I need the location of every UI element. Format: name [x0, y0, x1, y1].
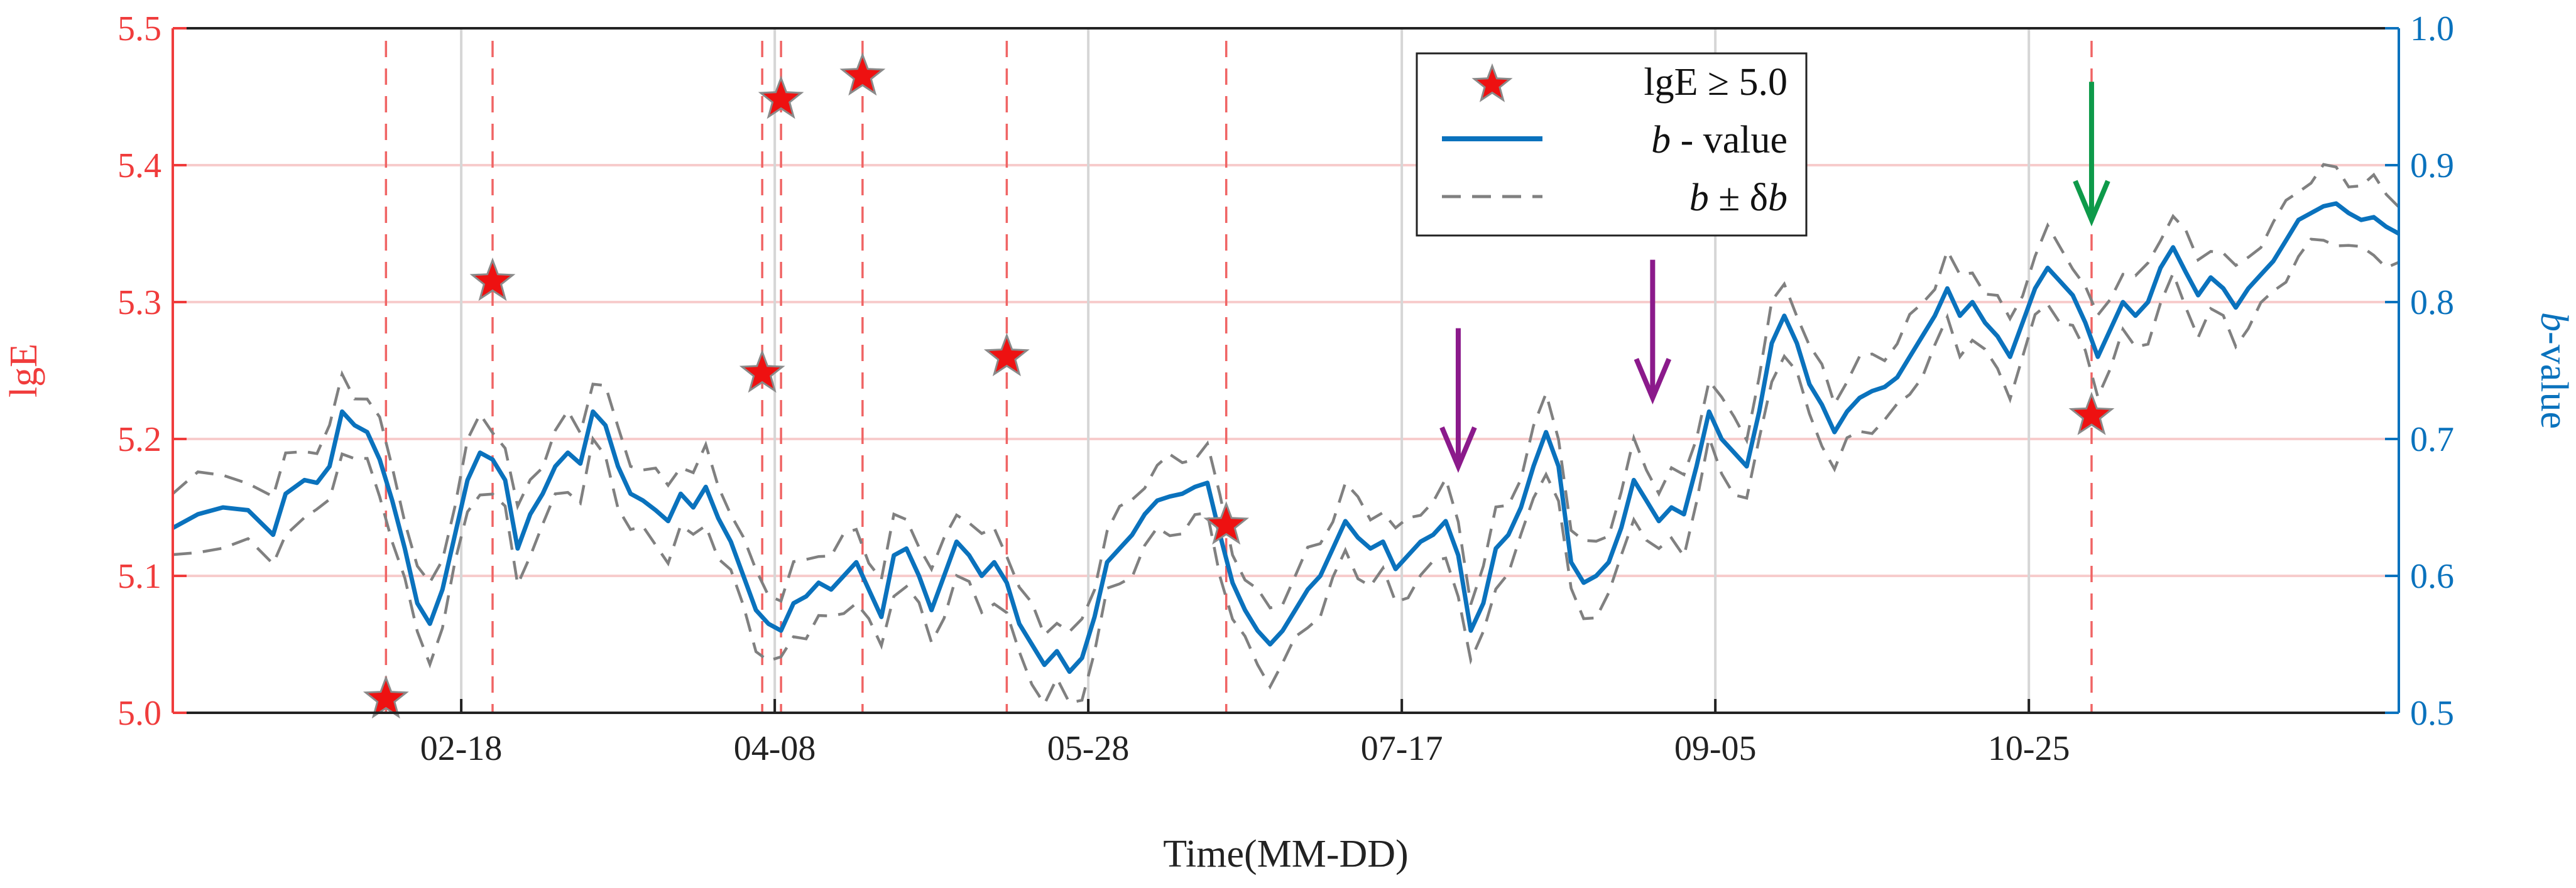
legend-marker-swatch [1471, 63, 1513, 102]
y-right-label-suffix: -value [2533, 332, 2575, 429]
y-left-tick-label-3: 5.3 [117, 283, 161, 322]
x-tick-label-2: 05-28 [1047, 729, 1130, 768]
event-marker-2 [739, 349, 785, 393]
arrow-2 [2073, 82, 2110, 227]
y-right-tick-label-5: 1.0 [2410, 9, 2454, 48]
arrow-1 [1634, 259, 1672, 404]
legend-b-text: - value [1671, 119, 1787, 161]
y-right-tick-label-0: 0.5 [2410, 694, 2454, 733]
x-tick-label-1: 04-08 [734, 729, 816, 768]
x-tick-label-3: 07-17 [1361, 729, 1443, 768]
axes [172, 27, 2400, 714]
legend-entry-b-value: b - value [1651, 119, 1787, 161]
event-marker-7 [2068, 391, 2115, 435]
y-right-tick-label-4: 0.9 [2410, 146, 2454, 185]
y-right-tick-label-3: 0.8 [2410, 283, 2454, 322]
grid [173, 27, 2399, 714]
legend-entry-events: lgE ≥ 5.0 [1644, 61, 1787, 104]
b-value-line [172, 201, 2400, 674]
y-right-tick-label-1: 0.6 [2410, 557, 2454, 596]
event-markers [363, 52, 2115, 719]
arrow-0 [1439, 328, 1477, 473]
y-right-label-italic: b [2533, 312, 2575, 332]
legend-band-middle: ± δ [1709, 176, 1768, 219]
x-tick-label-5: 10-25 [1988, 729, 2070, 768]
y-left-tick-label-4: 5.4 [117, 146, 161, 185]
uncertainty-band [172, 163, 2400, 707]
tick-labels: 5.0 5.1 5.2 5.3 5.4 5.5 0.5 0.6 0.7 0.8 0.9 1.0 02-1… [117, 9, 2454, 768]
b-upper-bound [172, 163, 2400, 637]
event-marker-1 [469, 257, 516, 301]
x-axis-label: Time(MM-DD) [1163, 833, 1408, 875]
event-marker-0 [363, 674, 409, 719]
legend-b-italic: b [1651, 119, 1671, 161]
legend-band-italic2: b [1768, 176, 1787, 219]
y-right-tick-label-2: 0.7 [2410, 420, 2454, 459]
event-marker-3 [758, 75, 804, 119]
annotation-arrows [1439, 82, 2110, 473]
event-marker-5 [983, 332, 1030, 377]
event-lines [385, 41, 2093, 713]
event-marker-6 [1203, 501, 1250, 545]
legend-entry-b-band: b ± δb [1689, 176, 1787, 219]
legend: lgE ≥ 5.0 b - value b ± δb [1416, 52, 1808, 237]
y-right-axis-label: b-value [2533, 312, 2575, 429]
x-tick-label-4: 09-05 [1674, 729, 1757, 768]
event-marker-4 [839, 52, 886, 96]
legend-band-italic: b [1689, 176, 1709, 219]
y-left-axis-label: lgE [3, 344, 45, 398]
b-lower-bound [172, 237, 2399, 707]
y-left-tick-label-2: 5.2 [117, 420, 161, 459]
y-left-tick-label-1: 5.1 [117, 557, 161, 596]
y-left-tick-label-5: 5.5 [117, 9, 161, 48]
b-value-series [172, 201, 2400, 674]
y-left-tick-label-0: 5.0 [117, 694, 161, 733]
x-tick-label-0: 02-18 [420, 729, 503, 768]
